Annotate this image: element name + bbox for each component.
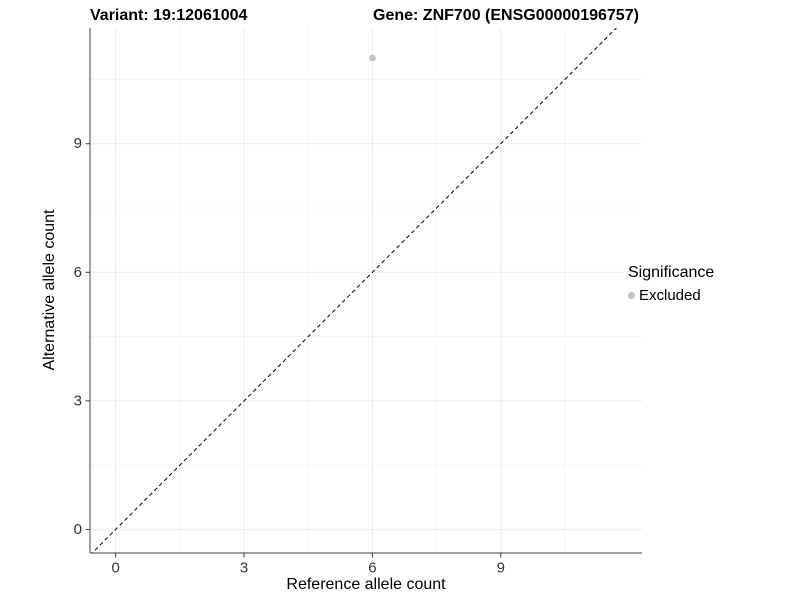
legend-title: Significance xyxy=(628,264,715,281)
identity-line xyxy=(91,28,618,553)
variant-title: Variant: 19:12061004 xyxy=(90,7,248,24)
data-point xyxy=(369,54,376,62)
y-tick-label: 3 xyxy=(74,392,82,409)
x-tick-label: 9 xyxy=(497,559,505,576)
x-tick-label: 3 xyxy=(240,559,248,576)
gene-title: Gene: ZNF700 (ENSG00000196757) xyxy=(373,7,639,24)
x-tick-label: 0 xyxy=(112,559,120,576)
legend: Significance Excluded xyxy=(628,264,714,304)
y-axis-title: Alternative allele count xyxy=(41,209,58,371)
legend-item-label: Excluded xyxy=(639,287,701,304)
y-tick-label: 6 xyxy=(74,264,82,281)
x-axis-title: Reference allele count xyxy=(286,576,446,593)
y-tick-label: 0 xyxy=(74,521,82,538)
y-tick-label: 9 xyxy=(74,135,82,152)
excluded-point-icon xyxy=(628,292,635,299)
x-tick-label: 6 xyxy=(368,559,376,576)
legend-item-excluded: Excluded xyxy=(628,287,714,304)
